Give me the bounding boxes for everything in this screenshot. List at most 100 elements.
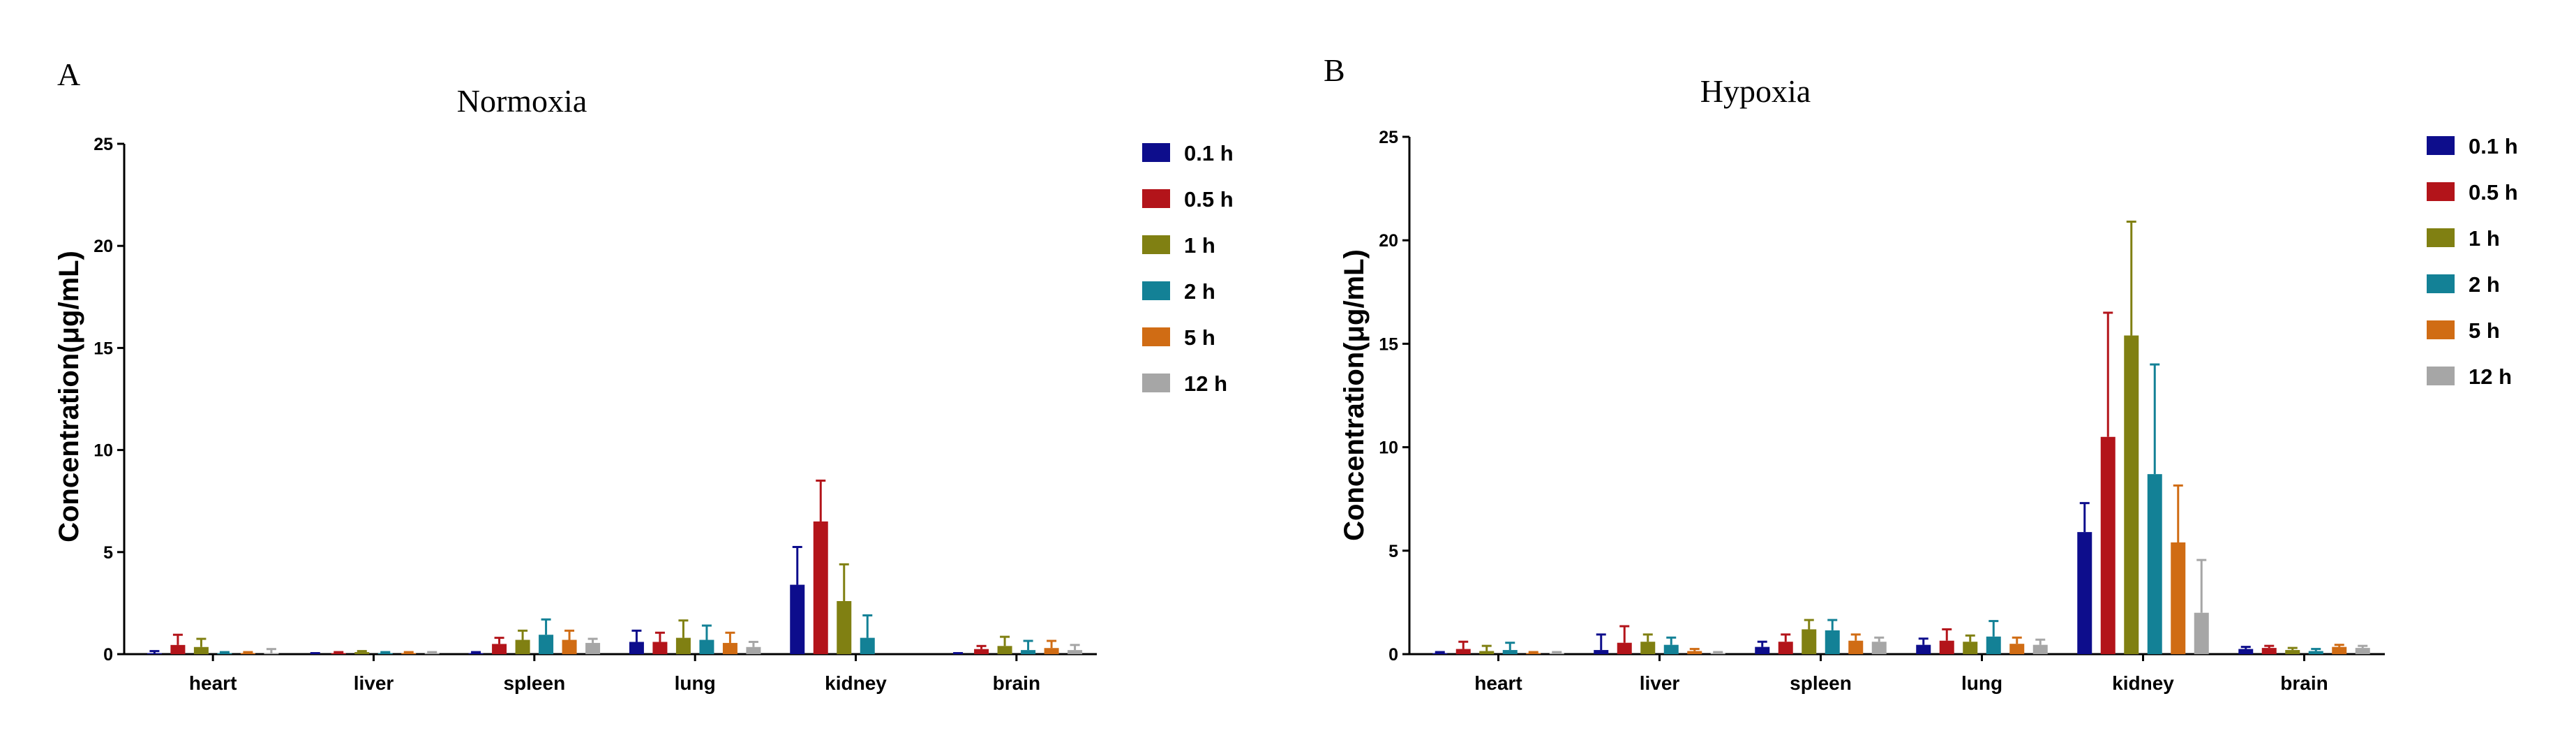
bar: [1640, 642, 1656, 654]
bar: [1848, 640, 1864, 654]
bar: [240, 653, 255, 654]
bar: [675, 637, 691, 654]
legend-swatch: [2427, 367, 2455, 385]
legend-swatch: [1142, 189, 1170, 208]
x-tick-label: brain: [993, 672, 1040, 694]
bar: [264, 653, 279, 654]
x-tick-label: spleen: [1790, 672, 1852, 694]
x-tick-label: liver: [354, 672, 394, 694]
x-tick-label: liver: [1640, 672, 1680, 694]
legend-swatch: [1142, 374, 1170, 392]
bar: [1526, 653, 1541, 654]
bar: [2147, 474, 2162, 654]
bar: [1710, 653, 1725, 654]
bar: [1939, 640, 1954, 654]
y-tick-label: 10: [93, 441, 113, 461]
bar: [170, 644, 186, 654]
legend-swatch: [1142, 235, 1170, 254]
bar: [2171, 542, 2186, 654]
y-tick-label: 15: [93, 339, 113, 358]
bar: [2332, 646, 2347, 654]
y-tick-label: 20: [1379, 231, 1398, 251]
chart-title: Hypoxia: [1700, 73, 1811, 109]
bar: [539, 635, 554, 654]
bar: [2238, 649, 2254, 654]
panel-letter: B: [1324, 52, 1345, 88]
bar: [2077, 532, 2092, 654]
legend-label: 12 h: [2469, 364, 2512, 389]
bar: [377, 653, 393, 654]
legend-swatch: [2427, 182, 2455, 201]
legend-swatch: [2427, 320, 2455, 339]
bar: [860, 637, 875, 654]
legend-swatch: [1142, 327, 1170, 346]
bar: [2194, 612, 2209, 654]
y-tick-label: 0: [1388, 645, 1398, 665]
bar: [1479, 651, 1495, 654]
bar: [1021, 650, 1036, 654]
y-tick-label: 25: [1379, 128, 1398, 147]
legend-swatch: [1142, 143, 1170, 162]
bar: [424, 653, 440, 654]
bar: [790, 584, 805, 654]
bar: [629, 642, 644, 654]
y-axis-label: Concentration(μg/mL): [1339, 249, 1370, 541]
bar: [1986, 636, 2001, 654]
bar: [1963, 642, 1978, 654]
legend-label: 1 h: [1184, 233, 1215, 258]
bar: [1755, 646, 1770, 654]
bar: [562, 639, 577, 654]
bar: [1617, 642, 1632, 654]
x-tick-label: spleen: [503, 672, 565, 694]
legend-swatch: [1142, 281, 1170, 300]
bar: [1455, 649, 1471, 654]
y-tick-label: 5: [1388, 542, 1398, 561]
bar: [652, 642, 668, 654]
bar: [1044, 648, 1059, 654]
bar: [515, 639, 530, 654]
bar: [147, 653, 162, 654]
bar: [1802, 629, 1817, 654]
x-tick-label: kidney: [825, 672, 887, 694]
y-tick-label: 10: [1379, 438, 1398, 458]
bar: [1778, 642, 1793, 654]
bar: [1663, 644, 1679, 654]
legend-label: 2 h: [1184, 279, 1215, 304]
bar: [2100, 436, 2116, 654]
bar: [331, 653, 346, 654]
bar: [2124, 335, 2139, 654]
legend-label: 5 h: [2469, 318, 2500, 343]
bar: [1825, 630, 1840, 654]
bar: [722, 642, 737, 654]
bar: [217, 653, 232, 654]
panel-letter: A: [57, 57, 80, 92]
y-tick-label: 15: [1379, 334, 1398, 354]
bar: [746, 646, 761, 654]
bar: [699, 639, 714, 654]
bar: [2032, 644, 2048, 654]
bar: [813, 521, 828, 654]
y-tick-label: 20: [93, 237, 113, 256]
bar: [1916, 644, 1931, 654]
bar: [492, 644, 507, 654]
y-tick-label: 25: [93, 135, 113, 154]
x-tick-label: brain: [2280, 672, 2328, 694]
bar: [2285, 650, 2300, 654]
legend-swatch: [2427, 136, 2455, 155]
bar: [2261, 648, 2277, 654]
legend-label: 5 h: [1184, 325, 1215, 350]
x-tick-label: lung: [1961, 672, 2002, 694]
bar: [1687, 651, 1702, 654]
legend-label: 0.1 h: [2469, 134, 2518, 158]
y-axis-label: Concentration(μg/mL): [54, 251, 84, 542]
bar: [997, 646, 1012, 654]
bar: [2355, 648, 2370, 654]
legend-label: 0.5 h: [1184, 187, 1234, 212]
x-tick-label: kidney: [2112, 672, 2174, 694]
bar: [354, 652, 370, 654]
x-tick-label: heart: [1474, 672, 1522, 694]
x-tick-label: heart: [189, 672, 237, 694]
panel-a: A Normoxia 0 5 10 15 20 25 Concentration(μg/mL) h…: [54, 57, 1234, 694]
